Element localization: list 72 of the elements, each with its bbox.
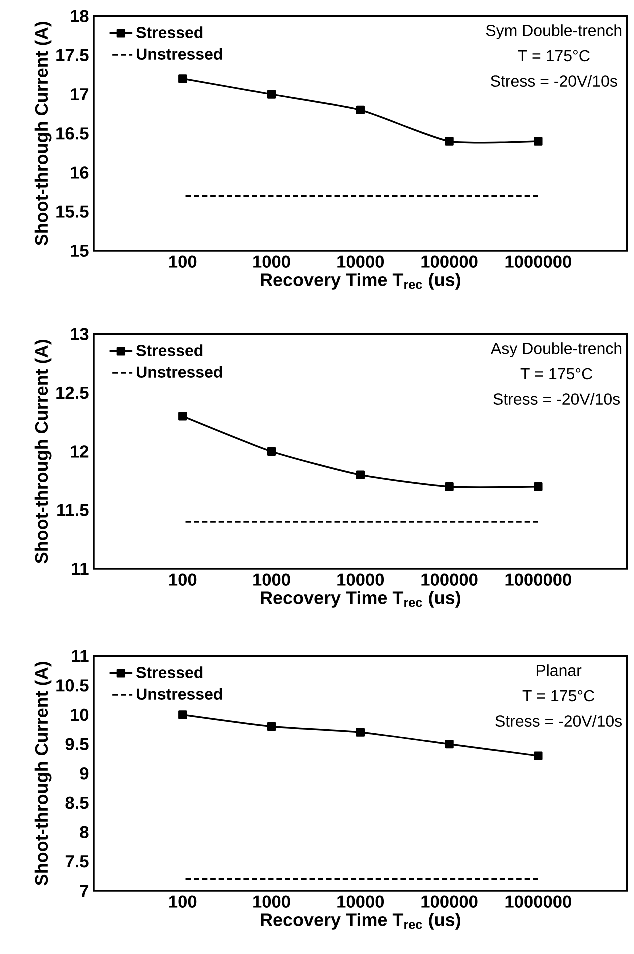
x-tick-label: 1000000 [506,896,572,908]
annotation: T = 175°C [520,368,592,380]
y-tick-label: 10 [71,708,89,722]
point [445,740,454,749]
point [445,137,454,146]
annotation: Stress = -20V/10s [491,75,618,87]
y-tick-label: 9.5 [66,738,89,750]
point [178,710,188,720]
y-tick-label: 11 [72,650,89,662]
annotation: Asy Double-trench [491,342,622,358]
x-tick-label: 1000 [254,574,290,586]
y-axis-title: Shoot-through Current (A) [34,22,52,246]
x-tick-label: 1000000 [506,574,572,586]
x-tick-label: 10000 [338,256,384,268]
legend-label: Stressed [136,26,203,38]
x-tick-label: 100 [170,256,197,268]
x-axis-title: Recovery Time T$_{rec}$ (us) [261,591,460,608]
point [178,74,188,84]
y-tick-label: 15.5 [56,206,89,218]
point [267,447,276,456]
y-tick-label: 8 [80,826,89,838]
x-tick-label: 100 [170,896,197,908]
x-tick-label: 100000 [422,896,478,908]
x-axis-title: Recovery Time T$_{rec}$ (us) [261,913,460,930]
y-axis-title: Shoot-through Current (A) [34,662,52,886]
y-tick-label: 7 [80,885,89,897]
x-tick-label: 100 [170,574,197,586]
legend-label: Stressed [136,344,203,356]
x-axis-title: Recovery Time T$_{rec}$ (us) [261,273,460,290]
x-tick-label: 100000 [422,574,478,586]
annotation: T = 175°C [518,50,590,62]
point [445,482,454,492]
annotation: Sym Double-trench [486,24,622,40]
y-tick-label: 17 [71,88,89,101]
legend-label: Unstressed [137,688,222,700]
x-tick-label: 1000000 [506,256,572,268]
y-tick-label: 17.5 [56,49,89,62]
point [534,482,543,492]
y-axis-title: Shoot-through Current (A) [34,340,52,564]
x-tick-label: 10000 [338,574,384,586]
annotation: Stress = -20V/10s [494,393,620,405]
x-tick-label: 100000 [422,256,478,268]
y-tick-label: 11 [72,563,89,575]
x-tick-label: 1000 [254,256,290,268]
y-tick-label: 11.5 [58,504,89,516]
y-tick-label: 7.5 [66,856,89,868]
point [356,106,365,115]
y-tick-label: 16 [71,166,89,179]
point [178,412,188,421]
annotation: Planar [536,664,582,676]
y-tick-label: 18 [71,10,89,22]
legend-label: Unstressed [137,366,222,378]
annotation: Stress = -20V/10s [496,715,622,727]
point [356,470,365,480]
y-tick-label: 15 [71,244,89,258]
y-tick-label: 13 [71,328,89,340]
point [267,90,276,99]
y-tick-label: 16.5 [56,128,89,140]
x-tick-label: 10000 [338,896,384,908]
point [356,728,365,737]
y-tick-label: 10.5 [56,680,89,692]
y-tick-label: 12.5 [56,386,89,400]
point [534,752,543,760]
y-tick-label: 12 [71,446,89,458]
annotation: T = 175°C [522,690,594,702]
x-tick-label: 1000 [254,896,290,908]
legend-label: Unstressed [137,48,222,60]
point [534,137,543,146]
legend-label: Stressed [136,666,203,678]
y-tick-label: 8.5 [66,796,89,810]
y-tick-label: 9 [80,768,89,780]
point [267,722,276,732]
